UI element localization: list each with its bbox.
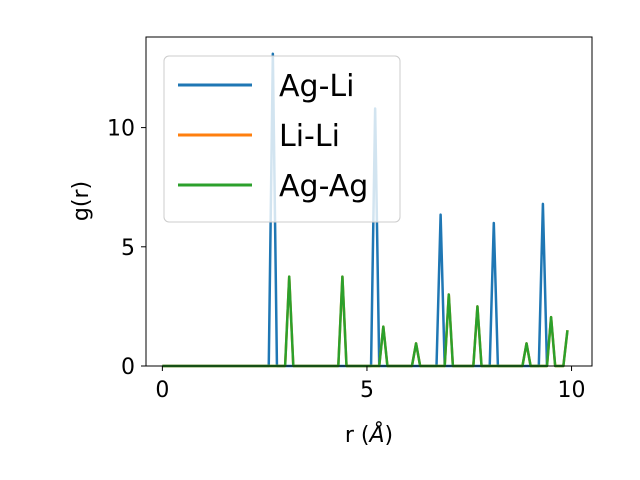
x-tick-label: 0 <box>155 378 169 403</box>
x-tick-label: 5 <box>360 378 374 403</box>
legend-label-ag-li: Ag-Li <box>279 69 354 104</box>
x-tick-label: 10 <box>558 378 586 403</box>
legend: Ag-Li Li-Li Ag-Ag <box>163 55 401 223</box>
legend-label-ag-ag: Ag-Ag <box>279 169 368 204</box>
series-line-li-li <box>162 275 569 368</box>
legend-box <box>163 55 401 223</box>
series-line-ag-ag <box>162 275 569 368</box>
legend-entries: Ag-Li Li-Li Ag-Ag <box>178 69 368 204</box>
y-tick-label: 0 <box>121 355 135 380</box>
y-tick-label: 5 <box>121 236 135 261</box>
y-axis-label: g(r) <box>69 181 94 221</box>
ticks-layer: 0 5 10 0 5 10 <box>107 117 586 403</box>
y-tick-label: 10 <box>107 117 135 142</box>
plot-frame <box>145 36 593 367</box>
x-axis-label: r (Å) <box>345 421 393 448</box>
legend-label-li-li: Li-Li <box>279 119 340 154</box>
